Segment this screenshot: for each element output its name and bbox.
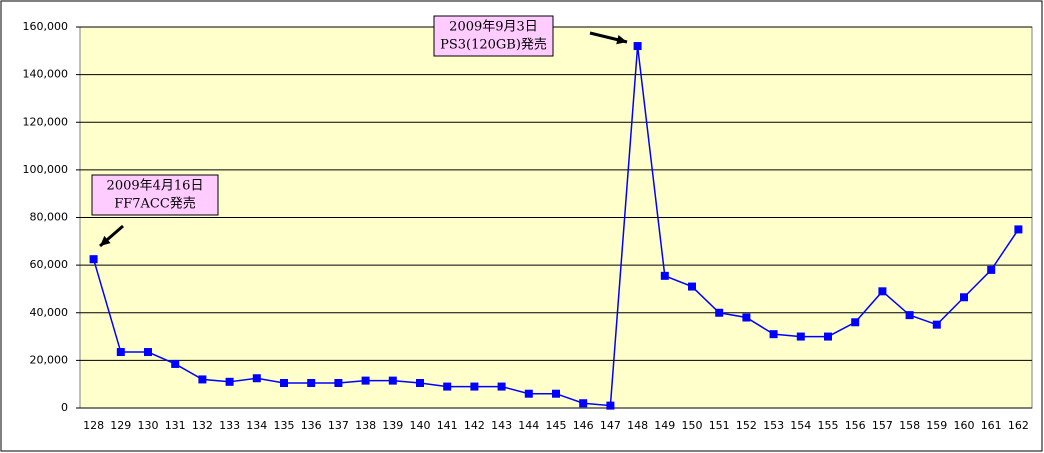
data-point [416,378,424,387]
y-tick-label: 120,000 [23,115,69,128]
data-point [769,330,778,339]
x-tick-label: 132 [192,419,213,432]
data-point [524,389,533,398]
data-point [470,382,479,391]
x-tick-label: 134 [246,419,267,432]
y-tick-label: 80,000 [30,211,69,224]
y-tick-label: 0 [61,401,68,414]
data-point [552,389,560,398]
annotation-text: PS3(120GB)発売 [440,37,547,53]
data-point [905,311,914,320]
x-tick-label: 154 [790,419,811,432]
x-tick-label: 142 [464,419,485,432]
x-tick-label: 136 [301,419,322,432]
x-tick-label: 139 [382,419,403,432]
x-tick-label: 156 [845,419,866,432]
x-tick-label: 158 [899,419,920,432]
data-point [361,376,370,385]
data-point [388,376,397,385]
data-point [334,378,343,387]
data-point [932,320,941,329]
y-tick-label: 140,000 [23,68,69,81]
data-point [796,332,805,341]
x-tick-label: 145 [546,419,567,432]
x-tick-label: 152 [736,419,757,432]
data-point [144,348,152,357]
x-tick-label: 153 [763,419,784,432]
annotation-box [433,15,554,57]
data-point [116,348,125,357]
x-tick-label: 144 [518,419,539,432]
data-point [1014,225,1023,234]
x-tick-label: 135 [274,419,295,432]
data-point [579,399,588,408]
x-tick-label: 133 [219,419,240,432]
data-point [633,42,642,51]
y-tick-label: 60,000 [30,258,69,271]
annotation-box [91,174,219,216]
x-tick-label: 162 [1008,419,1029,432]
x-tick-label: 138 [355,419,376,432]
y-tick-label: 160,000 [23,20,69,33]
x-tick-label: 128 [83,419,104,432]
x-tick-label: 159 [926,419,947,432]
x-tick-label: 140 [410,419,431,432]
annotation-arrowhead [100,235,111,246]
data-point [960,293,968,302]
data-point [688,282,696,291]
annotation-text: FF7ACC発売 [114,196,196,212]
data-point [443,382,452,391]
annotation-text: 2009年4月16日 [107,179,204,194]
data-point [280,378,288,387]
x-tick-label: 131 [165,419,186,432]
x-tick-label: 155 [818,419,839,432]
x-tick-label: 137 [328,419,349,432]
x-tick-label: 160 [954,419,975,432]
annotation-text: 2009年9月3日 [449,20,538,35]
data-point [742,313,751,322]
data-point [198,375,207,384]
x-tick-label: 157 [872,419,893,432]
data-point [715,308,724,317]
x-tick-label: 161 [981,419,1002,432]
data-point [497,382,506,391]
data-point [878,287,887,296]
annotation-arrowhead [616,35,627,45]
data-point [307,378,316,387]
data-point [660,271,669,280]
x-tick-label: 146 [573,419,594,432]
x-tick-label: 143 [491,419,512,432]
data-point [987,265,996,274]
x-tick-label: 150 [682,419,703,432]
data-point [89,255,98,264]
x-tick-label: 129 [110,419,131,432]
x-tick-label: 147 [600,419,621,432]
y-tick-label: 100,000 [23,163,69,176]
x-tick-label: 149 [654,419,675,432]
data-point [171,359,180,368]
y-tick-label: 20,000 [30,353,69,366]
x-tick-label: 148 [627,419,648,432]
x-tick-label: 151 [709,419,730,432]
x-tick-label: 130 [138,419,159,432]
data-point [851,318,860,327]
data-point [252,374,261,383]
data-point [606,401,615,410]
data-point [824,332,832,341]
data-point [225,377,234,386]
y-tick-label: 40,000 [30,306,69,319]
x-tick-label: 141 [437,419,458,432]
